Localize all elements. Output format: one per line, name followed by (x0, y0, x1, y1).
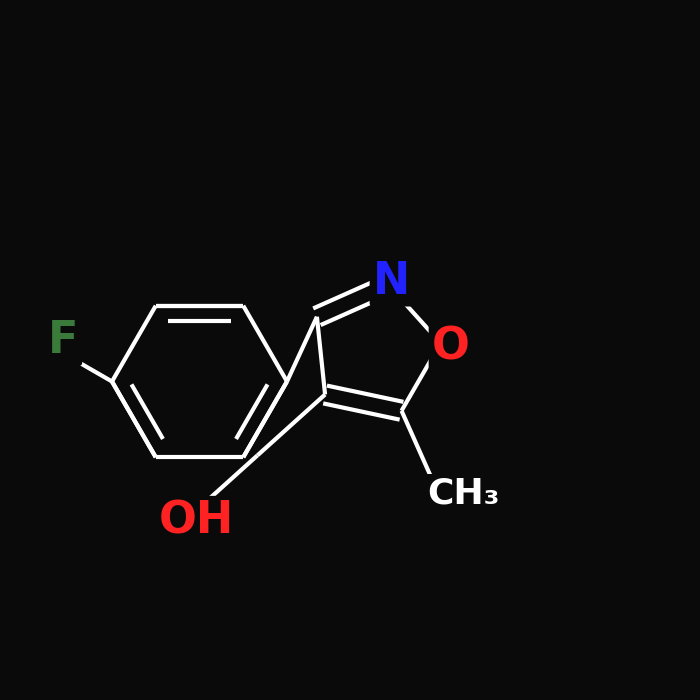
Text: CH₃: CH₃ (427, 477, 499, 511)
Text: F: F (48, 319, 78, 363)
Text: N: N (373, 260, 410, 303)
Text: OH: OH (159, 499, 234, 542)
Text: O: O (432, 325, 470, 368)
